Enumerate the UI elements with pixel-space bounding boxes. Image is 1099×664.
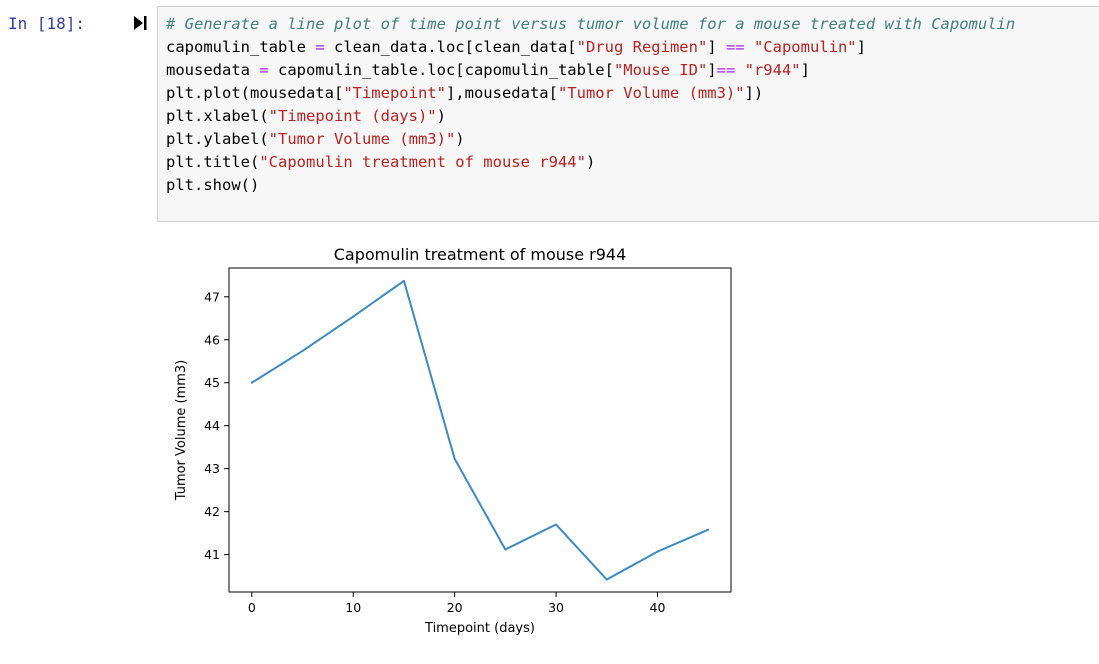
data-point <box>707 528 710 531</box>
code-token: "Timepoint (days)" <box>268 107 437 125</box>
code-token: mousedata <box>166 61 260 79</box>
x-tick-label: 20 <box>447 600 463 615</box>
plot-frame <box>228 267 732 593</box>
code-line: plt.show() <box>166 176 259 194</box>
code-token: ] <box>707 61 717 79</box>
output-area: Capomulin treatment of mouse r944 0 10 20 3… <box>157 226 757 656</box>
code-line: plt.plot(mousedata["Timepoint"],mousedat… <box>166 84 763 102</box>
data-point <box>605 578 608 581</box>
line-chart: Capomulin treatment of mouse r944 0 10 20 3… <box>174 245 732 636</box>
code-token: "Tumor Volume (mm3)" <box>268 130 456 148</box>
x-tick-label: 0 <box>248 600 256 615</box>
data-point <box>504 548 507 551</box>
code-token: plt.xlabel( <box>166 107 269 125</box>
code-token: ],mousedata[ <box>445 84 558 102</box>
code-line: # Generate a line plot of time point ver… <box>166 15 1015 33</box>
y-tick-label: 47 <box>204 289 220 304</box>
code-token: clean_data.loc[clean_data[ <box>324 38 577 56</box>
y-tick-label: 42 <box>204 504 220 519</box>
code-token: "Mouse ID" <box>613 61 708 79</box>
code-token: == <box>716 61 736 79</box>
y-tick-label: 46 <box>204 332 220 347</box>
code-token: plt.show() <box>166 176 260 194</box>
code-line: mousedata = capomulin_table.loc[capomuli… <box>166 61 810 79</box>
data-point <box>555 523 558 526</box>
code-token: ] <box>800 61 810 79</box>
code-token: == <box>725 38 745 56</box>
x-tick-label: 10 <box>345 600 361 615</box>
code-token: "Tumor Volume (mm3)" <box>557 84 745 102</box>
code-editor[interactable]: # Generate a line plot of time point ver… <box>158 7 1099 197</box>
code-token <box>735 61 744 79</box>
data-points <box>250 279 710 581</box>
code-token: "Drug Regimen" <box>576 38 708 56</box>
series-line <box>251 279 709 581</box>
data-point <box>453 457 456 460</box>
data-point <box>402 279 405 282</box>
data-point <box>656 550 659 553</box>
code-token: capomulin_table.loc[capomulin_table[ <box>268 61 614 79</box>
code-token: plt.title( <box>166 153 260 171</box>
y-axis-label: Tumor Volume (mm3) <box>174 360 189 502</box>
y-tick-label: 43 <box>204 461 220 476</box>
code-token: = <box>315 38 325 56</box>
code-token: plt.ylabel( <box>166 130 269 148</box>
code-token: ) <box>585 153 596 171</box>
code-token: ] <box>856 38 866 56</box>
code-token: "r944" <box>744 61 801 79</box>
x-axis-label: Timepoint (days) <box>424 621 535 636</box>
code-line: capomulin_table = clean_data.loc[clean_d… <box>166 38 866 56</box>
x-tick-label: 30 <box>548 600 564 615</box>
code-token: capomulin_table <box>166 38 316 56</box>
code-token: "Capomulin treatment of mouse r944" <box>259 153 586 171</box>
x-axis: 0 10 20 30 40 <box>248 592 666 615</box>
code-token: # Generate a line plot of time point ver… <box>166 15 1016 33</box>
cell-prompt: In [18]: <box>8 14 86 33</box>
code-line: plt.ylabel("Tumor Volume (mm3)") <box>166 130 465 148</box>
code-token: plt.plot(mousedata[ <box>166 84 344 102</box>
code-token: "Capomulin" <box>753 38 857 56</box>
code-token: "Timepoint" <box>343 84 446 102</box>
y-axis: 41 42 43 44 45 46 47 <box>204 289 229 562</box>
x-tick-label: 40 <box>650 600 666 615</box>
chart-title: Capomulin treatment of mouse r944 <box>334 245 627 264</box>
code-token: ]) <box>744 84 764 102</box>
step-run-icon[interactable] <box>131 14 149 32</box>
code-token: ) <box>455 130 465 148</box>
data-point <box>352 315 355 318</box>
code-line: plt.title("Capomulin treatment of mouse … <box>166 153 595 171</box>
code-token: = <box>259 61 269 79</box>
data-point <box>250 381 253 384</box>
y-tick-label: 41 <box>204 547 220 562</box>
code-token: ] <box>707 38 726 56</box>
code-cell[interactable]: # Generate a line plot of time point ver… <box>157 6 1099 222</box>
code-token <box>745 38 754 56</box>
code-token: ) <box>436 107 446 125</box>
code-line: plt.xlabel("Timepoint (days)") <box>166 107 446 125</box>
data-point <box>301 349 304 352</box>
y-tick-label: 45 <box>204 375 220 390</box>
y-tick-label: 44 <box>204 418 220 433</box>
